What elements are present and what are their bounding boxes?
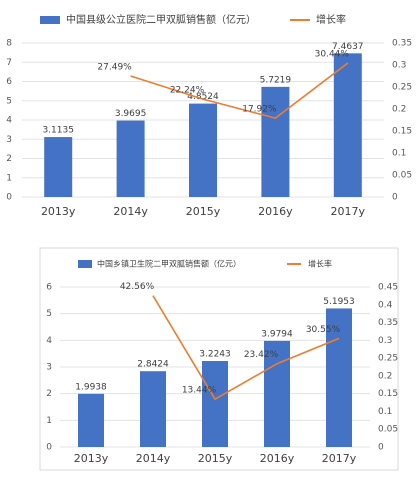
y-tick-label: 1 xyxy=(46,416,52,426)
data-label: 5.7219 xyxy=(260,75,292,85)
chart-border xyxy=(39,247,399,471)
legend-swatch xyxy=(40,16,60,24)
y2-tick-label: 0.05 xyxy=(378,425,398,435)
y-tick-label: 8 xyxy=(6,39,12,49)
legend-swatch xyxy=(78,260,92,268)
bar xyxy=(264,340,290,447)
data-label: 7.4637 xyxy=(332,42,364,52)
bar xyxy=(116,120,145,197)
bar xyxy=(189,103,217,197)
y-tick-label: 2 xyxy=(6,154,12,164)
legend-label: 中国县级公立医院二甲双胍销售额（亿元） xyxy=(66,13,256,26)
y2-tick-label: 0.3 xyxy=(392,61,406,71)
y2-tick-label: 0.45 xyxy=(378,283,398,293)
y-tick-label: 2 xyxy=(46,389,52,399)
y-tick-label: 5 xyxy=(6,96,12,106)
data-label: 3.1135 xyxy=(42,126,74,136)
y-tick-label: 6 xyxy=(46,283,52,293)
legend-label: 增长率 xyxy=(308,259,332,269)
y2-tick-label: 0.35 xyxy=(392,39,412,49)
data-label: 3.2243 xyxy=(199,350,231,360)
y2-tick-label: 0.25 xyxy=(392,83,412,93)
y-tick-label: 0 xyxy=(6,193,12,203)
x-tick-label: 2017y xyxy=(331,205,366,218)
x-tick-label: 2016y xyxy=(258,205,293,218)
y-tick-label: 5 xyxy=(46,309,52,319)
data-label: 30.44% xyxy=(315,50,350,60)
bar xyxy=(78,393,104,447)
bar xyxy=(140,371,166,447)
data-label: 2.8424 xyxy=(137,360,169,370)
y-tick-label: 6 xyxy=(6,77,12,87)
bar xyxy=(261,86,290,197)
y2-tick-label: 0.05 xyxy=(392,171,412,181)
y2-tick-label: 0.1 xyxy=(378,407,392,417)
legend-label: 中国乡镇卫生院二甲双胍销售额（亿元） xyxy=(97,259,241,269)
y2-tick-label: 0.2 xyxy=(392,105,406,115)
y2-tick-label: 0 xyxy=(378,443,384,453)
y-tick-label: 3 xyxy=(46,363,52,373)
data-label: 5.1953 xyxy=(323,297,355,307)
x-tick-label: 2014y xyxy=(113,205,148,218)
y-tick-label: 3 xyxy=(6,135,12,145)
y-tick-label: 0 xyxy=(46,443,52,453)
y2-tick-label: 0.3 xyxy=(378,336,392,346)
y-tick-label: 1 xyxy=(6,173,12,183)
x-tick-label: 2014y xyxy=(136,452,171,465)
y-tick-label: 7 xyxy=(6,58,12,68)
x-tick-label: 2015y xyxy=(198,452,233,465)
legend-label: 增长率 xyxy=(316,13,346,26)
y2-tick-label: 0.15 xyxy=(392,127,412,137)
y2-tick-label: 0 xyxy=(392,193,398,203)
data-label: 23.42% xyxy=(244,350,279,360)
data-label: 3.9794 xyxy=(261,329,293,339)
y-tick-label: 4 xyxy=(46,336,52,346)
y2-tick-label: 0.15 xyxy=(378,389,398,399)
data-label: 3.9695 xyxy=(115,109,147,119)
y2-tick-label: 0.2 xyxy=(378,371,392,381)
x-tick-label: 2016y xyxy=(260,452,295,465)
y2-tick-label: 0.4 xyxy=(378,300,393,310)
bar xyxy=(44,137,73,197)
x-tick-label: 2017y xyxy=(322,452,357,465)
data-label: 13.44% xyxy=(182,386,217,396)
line xyxy=(152,295,340,401)
y2-tick-label: 0.1 xyxy=(392,149,406,159)
data-label: 4.8524 xyxy=(187,92,219,102)
data-label: 27.49% xyxy=(97,63,132,73)
x-tick-label: 2013y xyxy=(74,452,109,465)
data-label: 30.55% xyxy=(306,325,341,335)
x-tick-label: 2015y xyxy=(186,205,221,218)
y2-tick-label: 0.25 xyxy=(378,354,398,364)
line xyxy=(130,62,349,120)
data-label: 42.56% xyxy=(120,282,155,292)
y-tick-label: 4 xyxy=(6,116,12,126)
x-tick-label: 2013y xyxy=(41,205,76,218)
bar xyxy=(333,53,362,197)
bar xyxy=(326,308,352,447)
y2-tick-label: 0.35 xyxy=(378,318,398,328)
bar xyxy=(202,361,228,447)
data-label: 22.24% xyxy=(170,86,205,96)
data-label: 1.9938 xyxy=(75,382,107,392)
data-label: 17.92% xyxy=(242,105,277,115)
